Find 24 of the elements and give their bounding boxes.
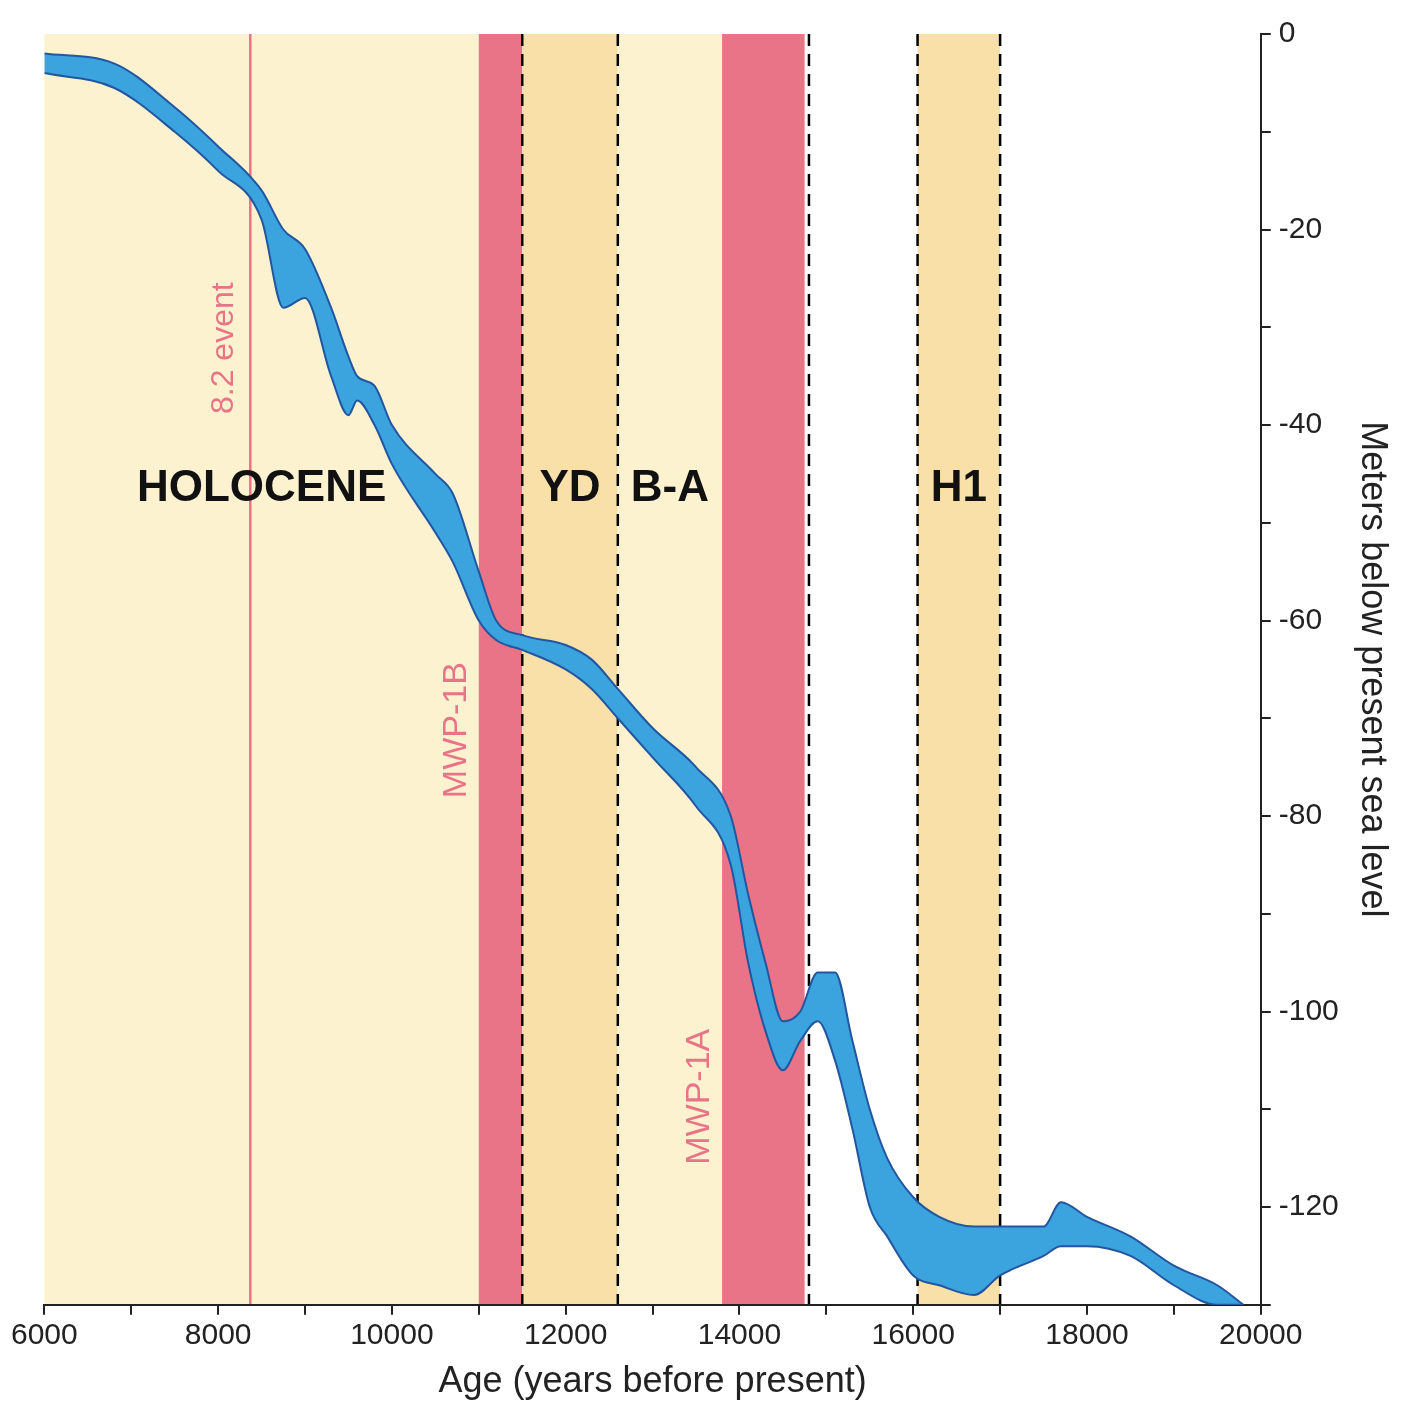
y-axis-title: Meters below present sea level (1354, 421, 1396, 918)
x-tick-label: 14000 (697, 1317, 782, 1351)
band-label: HOLOCENE (136, 460, 387, 510)
x-tick-label: 16000 (871, 1317, 955, 1351)
y-tick-label: 0 (1278, 15, 1296, 49)
annotation: MWP-1B (435, 662, 474, 799)
band-label: H1 (930, 460, 987, 510)
x-tick-label: 10000 (350, 1317, 434, 1351)
ref-line-label: 8.2 event (204, 282, 241, 414)
x-tick-label: 8000 (184, 1317, 252, 1351)
x-tick-label: 6000 (10, 1317, 78, 1351)
y-tick-label: -120 (1278, 1188, 1339, 1222)
y-tick-label: -20 (1278, 210, 1323, 244)
band-label: YD (539, 460, 601, 510)
annotation: MWP-1A (678, 1028, 717, 1165)
x-tick-label: 18000 (1045, 1317, 1129, 1351)
y-tick-label: -60 (1278, 601, 1323, 635)
y-tick-label: -80 (1278, 797, 1323, 831)
band-label: B-A (630, 460, 710, 510)
y-tick-label: -40 (1278, 406, 1323, 440)
y-tick-label: -100 (1278, 992, 1339, 1026)
x-axis-title: Age (years before present) (438, 1359, 867, 1401)
x-tick-label: 20000 (1219, 1317, 1303, 1351)
x-tick-label: 12000 (523, 1317, 608, 1351)
